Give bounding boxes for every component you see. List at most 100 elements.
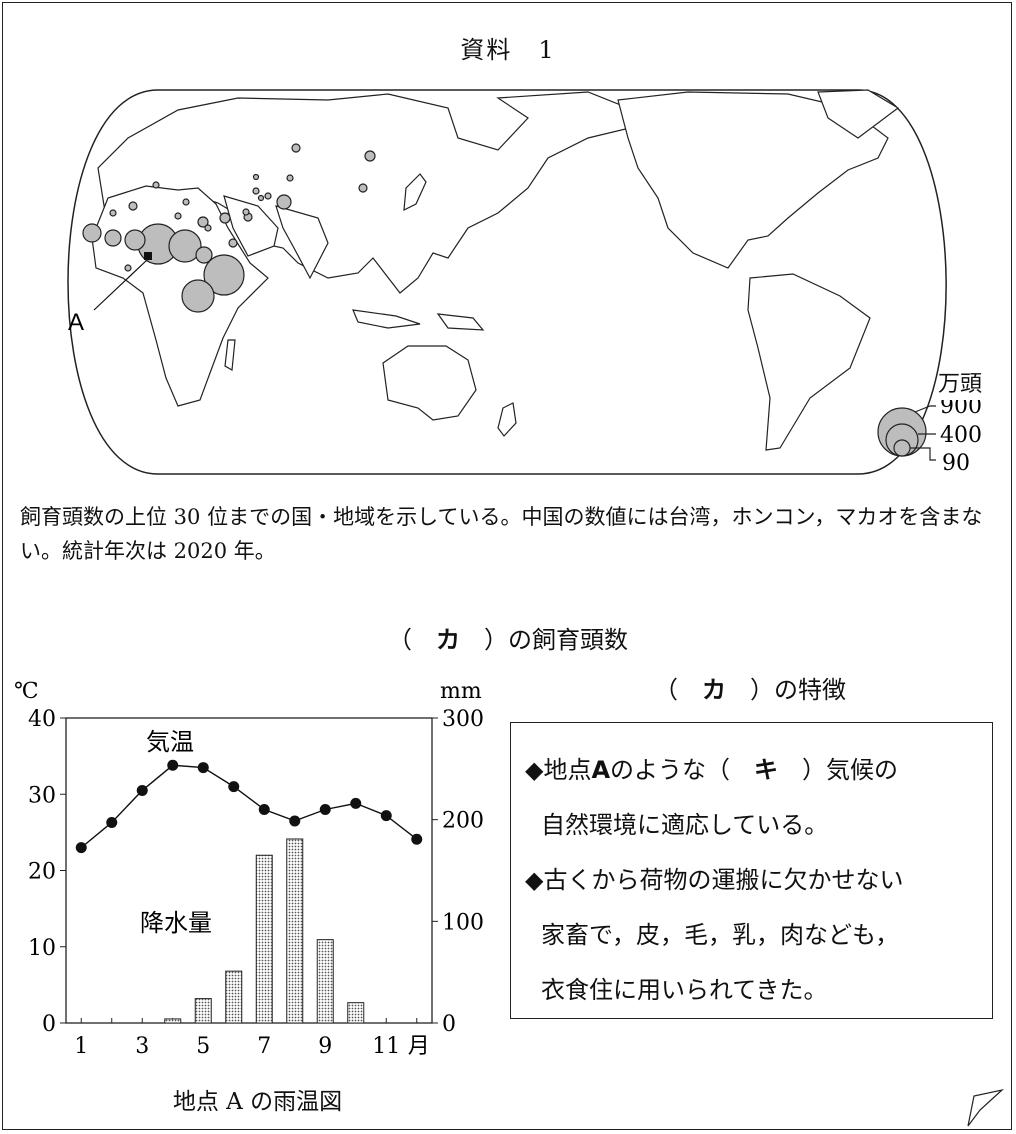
feature-line-2: 自然環境に適応している。 [541, 811, 829, 839]
x-axis-unit: 月 [408, 1034, 430, 1059]
temperature-point [380, 810, 392, 822]
plot-frame [65, 717, 433, 1024]
landmass-new-guinea [436, 313, 485, 331]
temperature-label: 気温 [146, 728, 194, 756]
bubble-libya [174, 212, 182, 220]
left-axis-unit: ℃ [14, 679, 39, 704]
bubble-legend: 900 400 90 [877, 400, 982, 476]
temperature-point [197, 762, 209, 774]
temperature-point [75, 842, 87, 854]
bubble-algeria [128, 201, 138, 211]
temperature-point [167, 759, 179, 771]
map-note: 飼育頭数の上位 30 位までの国・地域を示している。中国の数値には台湾，ホンコン… [20, 505, 983, 563]
bubble-turkmenistan [252, 173, 260, 181]
bubble-somalia [203, 254, 245, 296]
temperature-point [106, 816, 118, 828]
landmass-greenland [817, 89, 900, 139]
left-tick-label: 20 [28, 860, 56, 885]
landmass-australia [382, 345, 477, 421]
bubble-kazakhstan [291, 143, 301, 153]
temperature-point [258, 804, 270, 815]
bubble-iran [252, 187, 260, 195]
point-a-leader [93, 259, 148, 311]
bubble-mongolia [364, 150, 376, 162]
bubble-kenya [181, 279, 215, 313]
legend-value-400: 400 [940, 423, 982, 448]
temperature-point [136, 784, 148, 796]
right-axis-unit: mm [440, 679, 482, 704]
temperature-point [228, 781, 240, 793]
temperature-point [319, 804, 331, 815]
bubble-saudi [219, 212, 231, 224]
landmass-japan [403, 173, 427, 212]
chart-caption: 地点 A の雨温図 [172, 1089, 343, 1115]
x-tick-label: 5 [196, 1034, 210, 1059]
precip-bar [316, 939, 334, 1024]
landmass-indonesia [352, 309, 421, 329]
bubble-pakistan [276, 194, 292, 210]
bubble-morocco [109, 209, 117, 217]
right-tick-label: 0 [442, 1012, 456, 1037]
x-tick-label: 1 [74, 1034, 88, 1059]
x-tick-label: 11 [372, 1034, 400, 1059]
x-tick-label: 7 [257, 1034, 271, 1059]
feature-line-3: ◆古くから荷物の運搬に欠かせない [525, 866, 904, 894]
feature-box: ◆地点Aのような（ キ ）気候の 自然環境に適応している。 ◆古くから荷物の運搬… [510, 722, 993, 1019]
bubble-chad [124, 229, 146, 251]
feature-line-5: 衣食住に用いられてきた。 [541, 976, 828, 1004]
legend-leader-900 [914, 405, 936, 413]
world-map: A [67, 89, 947, 475]
bubble-mali [82, 223, 102, 243]
landmass-arabia [223, 195, 279, 257]
landmass-south-america [747, 273, 871, 451]
figure-title: （ カ ）の飼育頭数 [388, 626, 628, 654]
temperature-point [289, 815, 301, 827]
legend-value-900: 900 [940, 400, 982, 419]
bubble-tunisia [152, 181, 160, 189]
bubble-djibouti [257, 194, 265, 202]
precip-bar [164, 1018, 182, 1024]
bubble-eritrea [204, 224, 212, 232]
right-tick-label: 300 [442, 707, 484, 732]
point-a-marker [144, 252, 152, 260]
bubble-uae [228, 238, 238, 248]
page-corner-mark [967, 1088, 1005, 1127]
left-tick-label: 40 [28, 707, 56, 732]
precip-bar [194, 998, 212, 1024]
precip-bar [347, 1002, 365, 1024]
legend-unit: 万頭 [938, 372, 983, 397]
bubble-oman [242, 208, 250, 216]
point-a-label: A [68, 309, 84, 336]
bubble-afghanistan [264, 192, 272, 200]
bubble-russia [286, 174, 294, 182]
right-tick-label: 200 [442, 809, 484, 834]
page-title: 資料 1 [460, 36, 556, 64]
precip-bar [225, 970, 243, 1024]
legend-circle-90 [893, 439, 911, 457]
right-tick-label: 100 [442, 910, 484, 935]
temperature-point [411, 833, 423, 845]
landmass-madagascar [224, 339, 236, 371]
feature-title: （ カ ）の特徴 [654, 676, 846, 704]
feature-line-4: 家畜で，皮，毛，乳，肉なども， [541, 921, 900, 949]
left-tick-label: 30 [28, 783, 56, 808]
landmass-new-zealand [497, 402, 517, 437]
left-tick-label: 0 [42, 1012, 56, 1037]
temperature-point [350, 797, 362, 809]
x-tick-label: 9 [318, 1034, 332, 1059]
feature-line-1: ◆地点Aのような（ キ ）気候の [525, 756, 899, 784]
bubble-senegal [124, 264, 132, 272]
precipitation-label: 降水量 [140, 909, 212, 937]
legend-leader-90 [910, 447, 936, 461]
left-tick-label: 10 [28, 936, 56, 961]
x-tick-label: 3 [135, 1034, 149, 1059]
bubble-china [358, 183, 368, 193]
temperature-line [80, 764, 418, 849]
bubble-mauritania [195, 246, 213, 264]
bubble-india [197, 216, 209, 228]
precip-bar [255, 854, 273, 1024]
legend-value-90: 90 [942, 451, 970, 476]
bubble-egypt [182, 198, 190, 206]
